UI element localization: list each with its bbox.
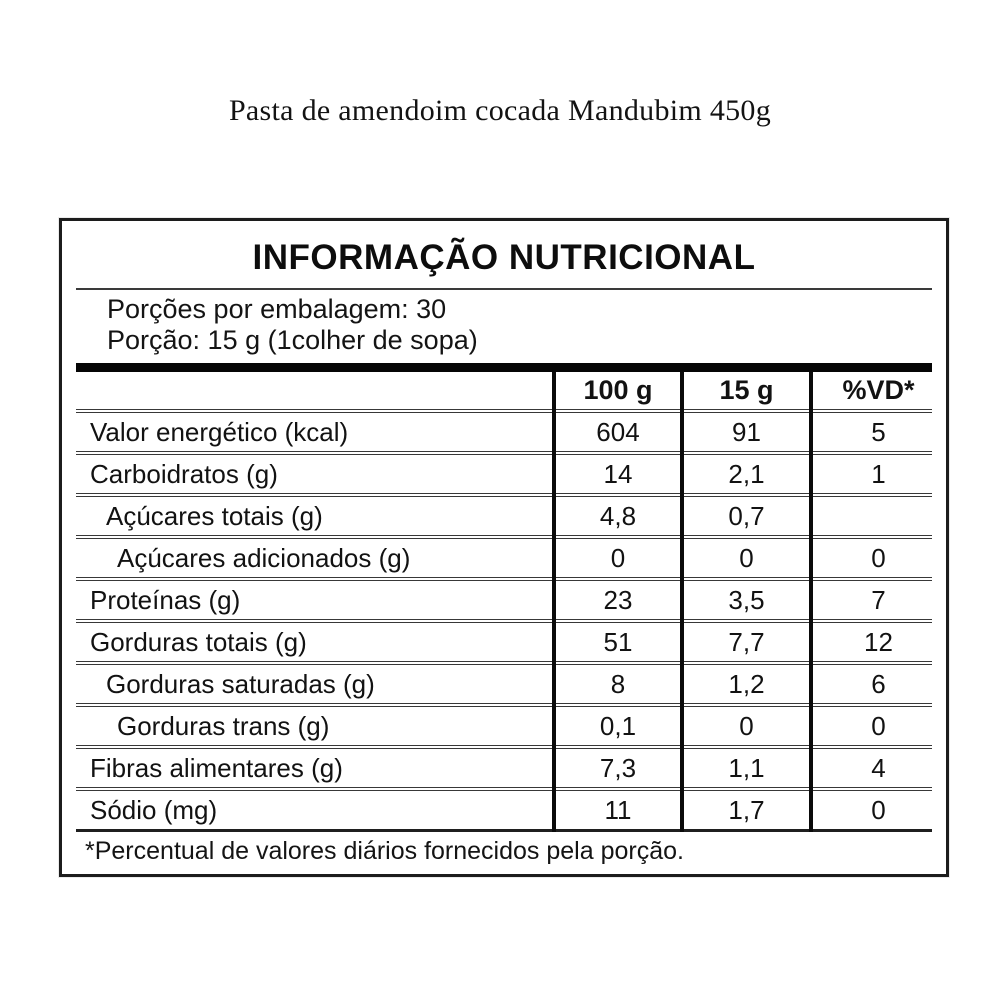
- value-daily-percent: 12: [864, 626, 893, 657]
- value-per-15g: 0,7: [728, 500, 765, 531]
- value-daily-percent: 5: [871, 416, 886, 447]
- label-title: INFORMAÇÃO NUTRICIONAL: [252, 238, 756, 277]
- row-separator: [76, 745, 932, 749]
- table-row: Sódio (mg) 11 1,7 0: [62, 791, 946, 829]
- row-separator: [76, 535, 932, 539]
- value-per-100g: 14: [603, 458, 633, 489]
- value-per-100g: 23: [603, 584, 633, 615]
- value-daily-percent: 1: [871, 458, 886, 489]
- row-separator: [76, 703, 932, 707]
- nutrient-label: Gorduras trans (g): [117, 710, 330, 741]
- value-daily-percent: 6: [871, 668, 886, 699]
- nutrient-label: Valor energético (kcal): [90, 416, 349, 447]
- value-daily-percent: 0: [871, 794, 886, 825]
- value-per-15g: 0: [739, 542, 754, 573]
- value-daily-percent: 4: [871, 752, 886, 783]
- row-separator: [76, 787, 932, 791]
- value-daily-percent: 7: [871, 584, 886, 615]
- value-per-15g: 0: [739, 710, 754, 741]
- column-divider: [552, 372, 556, 832]
- title-divider: [76, 288, 932, 290]
- value-per-15g: 7,7: [728, 626, 765, 657]
- row-separator: [76, 661, 932, 665]
- value-per-100g: 4,8: [599, 500, 637, 531]
- thick-bar: [76, 363, 932, 372]
- value-daily-percent: 0: [871, 542, 886, 573]
- table-row: Gorduras trans (g) 0,1 0 0: [62, 707, 946, 745]
- row-separator: [76, 493, 932, 497]
- table-row: Carboidratos (g) 14 2,1 1: [62, 455, 946, 493]
- nutrient-label: Gorduras saturadas (g): [106, 668, 375, 699]
- nutrient-label: Gorduras totais (g): [90, 626, 307, 657]
- table-row: Gorduras saturadas (g) 8 1,2 6: [62, 665, 946, 703]
- column-header-vd: %VD*: [842, 375, 915, 405]
- table-row: Gorduras totais (g) 51 7,7 12: [62, 623, 946, 661]
- nutrition-label: INFORMAÇÃO NUTRICIONAL Porções por embal…: [59, 218, 949, 877]
- column-headers-row: 100 g 15 g %VD*: [62, 372, 946, 409]
- value-per-15g: 1,1: [728, 752, 765, 783]
- value-per-100g: 8: [610, 668, 626, 699]
- value-daily-percent: 0: [871, 710, 886, 741]
- value-per-15g: 91: [732, 416, 761, 447]
- footnote: *Percentual de valores diários fornecido…: [85, 837, 684, 865]
- table-row: Açúcares adicionados (g) 0 0 0: [62, 539, 946, 577]
- value-per-100g: 51: [603, 626, 633, 657]
- column-divider: [680, 372, 684, 832]
- table-row: Fibras alimentares (g) 7,3 1,1 4: [62, 749, 946, 787]
- value-per-100g: 0,1: [599, 710, 637, 741]
- column-divider: [809, 372, 813, 832]
- servings-info: Porções por embalagem: 30 Porção: 15 g (…: [62, 290, 946, 363]
- value-per-100g: 7,3: [599, 752, 637, 783]
- table-row: Proteínas (g) 23 3,5 7: [62, 581, 946, 619]
- table-bottom-divider: [76, 829, 932, 832]
- value-per-15g: 1,7: [728, 794, 765, 825]
- product-title: Pasta de amendoim cocada Mandubim 450g: [228, 94, 772, 127]
- nutrient-label: Proteínas (g): [90, 584, 241, 615]
- value-per-15g: 1,2: [728, 668, 765, 699]
- nutrient-label: Açúcares totais (g): [106, 500, 323, 531]
- table-row: Valor energético (kcal) 604 91 5: [62, 413, 946, 451]
- nutrient-label: Carboidratos (g): [90, 458, 278, 489]
- nutrition-table: 100 g 15 g %VD* Valor energético (kcal) …: [62, 372, 946, 832]
- column-header-100g: 100 g: [583, 375, 653, 405]
- column-header-15g: 15 g: [719, 375, 774, 405]
- value-per-15g: 3,5: [728, 584, 765, 615]
- value-per-100g: 0: [610, 542, 626, 573]
- value-per-100g: 11: [604, 794, 632, 825]
- nutrient-label: Sódio (mg): [90, 794, 218, 825]
- table-row: Açúcares totais (g) 4,8 0,7: [62, 497, 946, 535]
- serving-size: Porção: 15 g (1colher de sopa): [107, 325, 478, 355]
- nutrient-label: Fibras alimentares (g): [90, 752, 343, 783]
- row-separator: [76, 409, 932, 413]
- value-per-100g: 604: [596, 416, 640, 447]
- row-separator: [76, 451, 932, 455]
- row-separator: [76, 619, 932, 623]
- row-separator: [76, 577, 932, 581]
- servings-per-package: Porções por embalagem: 30: [107, 294, 447, 324]
- nutrient-label: Açúcares adicionados (g): [117, 542, 411, 573]
- value-per-15g: 2,1: [728, 458, 765, 489]
